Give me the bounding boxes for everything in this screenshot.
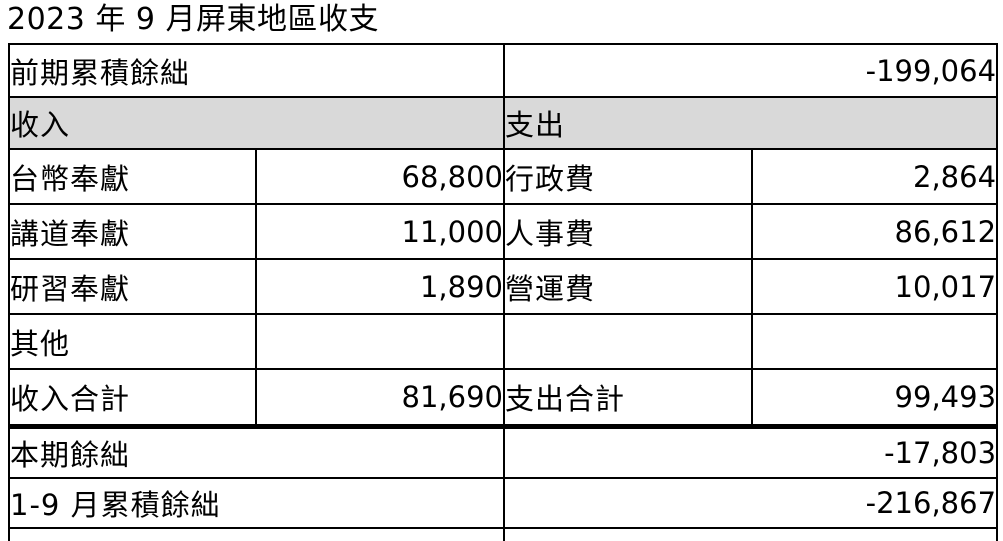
current-balance-label: 本期餘絀 [8, 425, 506, 479]
expense-item-value: 2,864 [751, 148, 998, 205]
prior-balance-value: -199,064 [503, 43, 998, 98]
page-title: 2023 年 9 月屏東地區收支 [7, 2, 380, 37]
income-item-value: 11,000 [254, 203, 506, 260]
cutoff-partial-row [8, 527, 998, 541]
section-header-row: 收入 支出 [8, 96, 998, 150]
expense-item-label: 人事費 [503, 203, 754, 260]
ytd-balance-value: -216,867 [503, 477, 998, 529]
cutoff-cell [503, 527, 998, 541]
expense-item-label: 行政費 [503, 148, 754, 205]
income-total-value: 81,690 [254, 368, 506, 429]
table-row: 講道奉獻 11,000 人事費 86,612 [8, 203, 998, 260]
income-section-header: 收入 [8, 96, 506, 150]
ytd-balance-row: 1-9 月累積餘絀 -216,867 [8, 477, 998, 529]
income-item-label: 台幣奉獻 [8, 148, 257, 205]
current-balance-row: 本期餘絀 -17,803 [8, 425, 998, 479]
expense-total-value: 99,493 [751, 368, 998, 429]
report-table-container: 前期累積餘絀 -199,064 收入 支出 台幣奉獻 68,800 行政費 2,… [8, 43, 998, 541]
income-item-value [254, 313, 506, 370]
income-item-value: 68,800 [254, 148, 506, 205]
income-item-value: 1,890 [254, 258, 506, 315]
expense-section-header: 支出 [503, 96, 998, 150]
prior-balance-label: 前期累積餘絀 [8, 43, 506, 98]
table-row: 台幣奉獻 68,800 行政費 2,864 [8, 148, 998, 205]
cutoff-cell [8, 527, 506, 541]
income-item-label: 其他 [8, 313, 257, 370]
income-expense-table: 前期累積餘絀 -199,064 收入 支出 台幣奉獻 68,800 行政費 2,… [8, 43, 998, 541]
income-total-label: 收入合計 [8, 368, 257, 429]
expense-item-value: 10,017 [751, 258, 998, 315]
expense-item-value [751, 313, 998, 370]
income-item-label: 研習奉獻 [8, 258, 257, 315]
expense-item-label: 營運費 [503, 258, 754, 315]
current-balance-value: -17,803 [503, 425, 998, 479]
prior-balance-row: 前期累積餘絀 -199,064 [8, 43, 998, 98]
expense-item-label [503, 313, 754, 370]
expense-total-label: 支出合計 [503, 368, 754, 429]
totals-row: 收入合計 81,690 支出合計 99,493 [8, 368, 998, 429]
expense-item-value: 86,612 [751, 203, 998, 260]
table-row: 研習奉獻 1,890 營運費 10,017 [8, 258, 998, 315]
table-row: 其他 [8, 313, 998, 370]
ytd-balance-label: 1-9 月累積餘絀 [8, 477, 506, 529]
income-item-label: 講道奉獻 [8, 203, 257, 260]
